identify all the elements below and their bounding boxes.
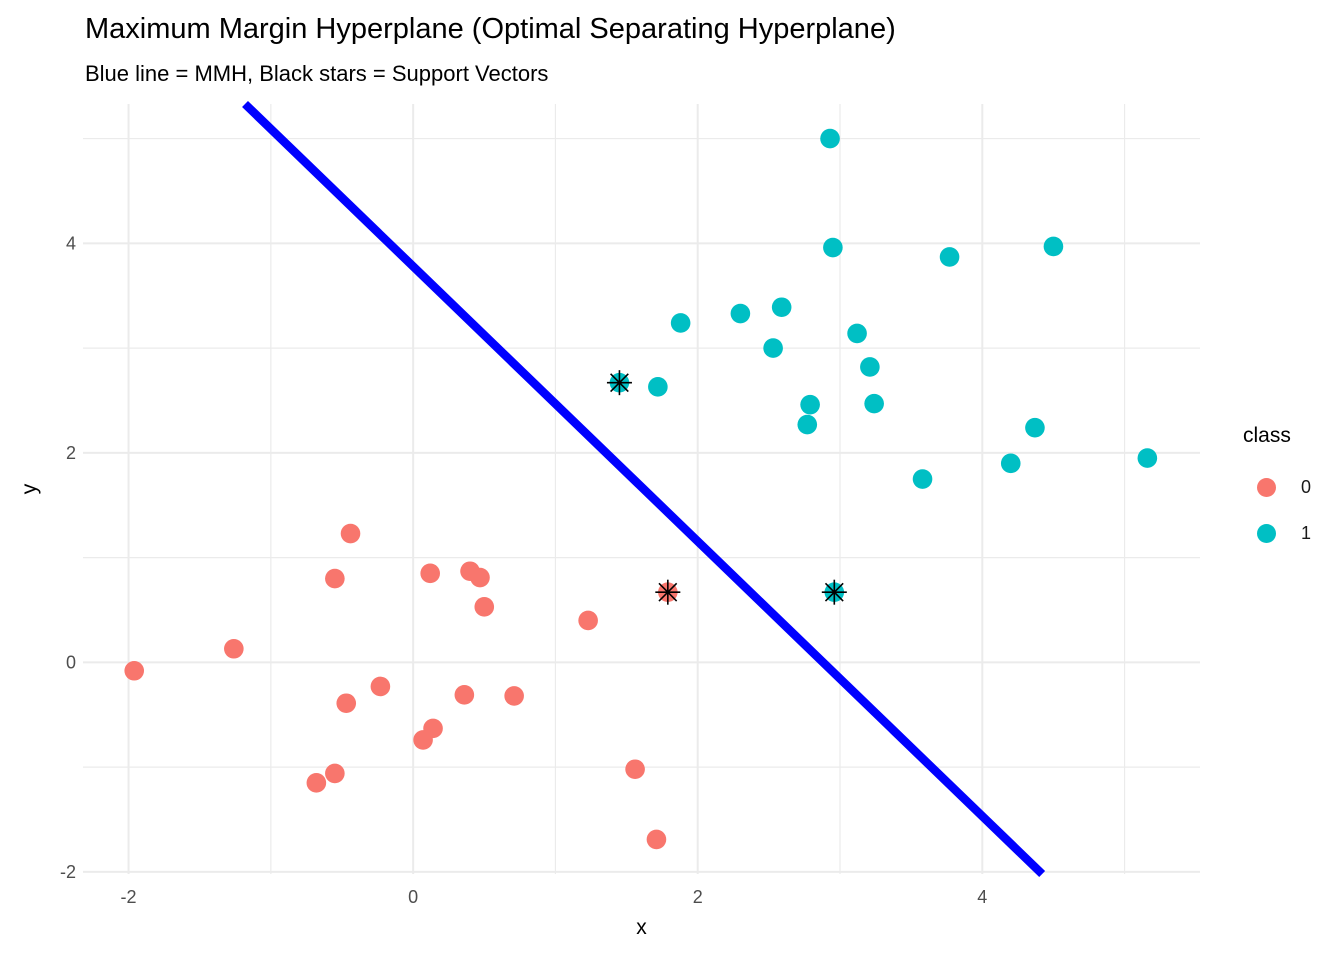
data-point-class-0 (420, 563, 440, 584)
support-vector-star-icon (658, 582, 678, 602)
data-point-class-1 (912, 469, 933, 489)
x-tick-label: -2 (121, 887, 137, 907)
data-point-class-0 (625, 759, 645, 780)
legend-label-class-0: 0 (1301, 477, 1312, 497)
data-point-class-0 (646, 829, 667, 850)
data-point-class-1 (1025, 417, 1045, 438)
legend: class 0 1 (1243, 424, 1343, 543)
data-point-class-1 (864, 393, 884, 414)
data-point-class-1 (1137, 448, 1158, 468)
mmh-line (242, 100, 1046, 878)
data-point-class-1 (820, 128, 840, 149)
data-point-class-0 (306, 773, 327, 793)
data-point-class-1 (1043, 236, 1064, 257)
chart-subtitle: Blue line = MMH, Black stars = Support V… (85, 61, 549, 86)
data-point-class-0 (124, 660, 145, 681)
legend-key-class-1-dot-icon (1257, 524, 1276, 543)
data-point-class-1 (823, 237, 843, 258)
legend-title: class (1243, 424, 1291, 447)
data-point-class-0 (325, 568, 345, 589)
data-point-class-1 (860, 357, 880, 377)
y-tick-label: 2 (66, 443, 76, 463)
data-point-class-1 (939, 247, 960, 267)
x-axis-title: x (636, 916, 647, 939)
data-point-class-0 (578, 610, 598, 631)
data-point-class-1 (800, 394, 820, 415)
data-point-class-0 (504, 686, 524, 706)
data-point-class-1 (797, 414, 818, 435)
data-point-class-1 (847, 323, 867, 344)
data-point-class-0 (454, 685, 475, 705)
data-point-class-1 (771, 297, 792, 318)
support-vector-star-icon (610, 373, 629, 393)
chart-title: Maximum Margin Hyperplane (Optimal Separ… (85, 13, 896, 45)
x-tick-label: 2 (693, 887, 703, 907)
data-point-class-1 (763, 338, 783, 358)
data-point-class-0 (336, 693, 357, 714)
data-point-class-0 (474, 597, 495, 617)
support-vector-star-icon (824, 582, 844, 602)
data-point-class-1 (730, 303, 751, 324)
x-tick-label: 4 (977, 887, 987, 907)
y-tick-label: -2 (60, 862, 76, 882)
legend-label-class-1: 1 (1301, 523, 1312, 543)
data-point-class-0 (413, 730, 433, 750)
data-point-class-0 (370, 676, 391, 697)
x-tick-label: 0 (408, 887, 418, 907)
data-point-class-1 (670, 313, 691, 333)
y-tick-label: 0 (66, 652, 76, 672)
legend-item-class-1: 1 (1257, 523, 1311, 544)
legend-key-class-0-dot-icon (1257, 478, 1276, 497)
data-point-class-0 (470, 567, 490, 588)
y-tick-label: 4 (66, 233, 76, 253)
data-point-class-0 (325, 763, 345, 784)
data-point-class-1 (648, 377, 668, 397)
data-point-class-0 (340, 523, 361, 544)
data-point-class-1 (1000, 453, 1021, 474)
y-axis-title: y (18, 483, 41, 495)
data-point-class-0 (224, 638, 244, 659)
legend-item-class-0: 0 (1257, 477, 1311, 498)
